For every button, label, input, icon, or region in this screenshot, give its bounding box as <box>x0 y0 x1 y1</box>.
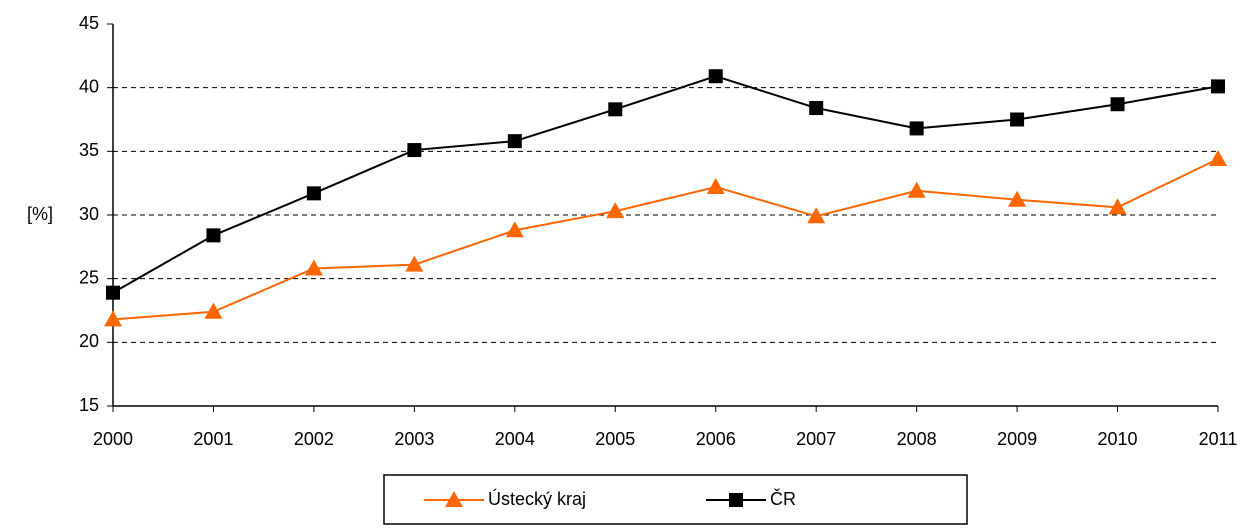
series-line <box>112 75 1219 294</box>
x-tick-label: 2010 <box>1098 429 1138 449</box>
point <box>304 259 323 276</box>
y-axis-label: [%] <box>27 204 53 224</box>
point <box>1209 149 1227 166</box>
point <box>507 134 522 149</box>
y-tick-label: 20 <box>79 331 99 351</box>
point <box>907 181 926 198</box>
point <box>706 177 725 194</box>
series-line <box>112 158 1219 321</box>
point <box>206 228 221 243</box>
y-tick-label: 15 <box>79 395 99 415</box>
point <box>708 69 723 84</box>
point <box>1008 190 1027 207</box>
point <box>306 186 321 201</box>
point <box>606 202 625 219</box>
x-tick-label: 2001 <box>193 429 233 449</box>
point <box>104 310 122 327</box>
legend-marker <box>729 493 743 507</box>
x-tick-label: 2007 <box>796 429 836 449</box>
point <box>809 101 824 116</box>
point <box>106 285 120 300</box>
x-tick-label: 2003 <box>394 429 434 449</box>
point <box>807 207 826 224</box>
y-tick-label: 30 <box>79 204 99 224</box>
y-tick-label: 35 <box>79 140 99 160</box>
y-tick-label: 40 <box>79 76 99 96</box>
x-tick-label: 2000 <box>93 429 133 449</box>
x-tick-label: 2005 <box>595 429 635 449</box>
point <box>204 302 223 319</box>
point <box>1110 97 1125 112</box>
x-tick-label: 2011 <box>1199 429 1238 449</box>
x-tick-label: 2006 <box>696 429 736 449</box>
point <box>505 221 524 238</box>
legend-label: ČR <box>770 488 796 509</box>
point <box>405 255 424 272</box>
point <box>1010 112 1025 127</box>
y-tick-label: 25 <box>79 267 99 287</box>
point <box>1108 198 1127 215</box>
legend-marker <box>445 491 463 507</box>
legend-label: Ústecký kraj <box>488 488 586 509</box>
point <box>1211 79 1225 94</box>
x-tick-label: 2002 <box>294 429 334 449</box>
x-tick-label: 2008 <box>897 429 937 449</box>
x-tick-label: 2009 <box>997 429 1037 449</box>
x-tick-label: 2004 <box>495 429 535 449</box>
point <box>909 121 924 136</box>
y-tick-label: 45 <box>79 13 99 33</box>
point <box>608 102 623 117</box>
point <box>407 143 422 158</box>
